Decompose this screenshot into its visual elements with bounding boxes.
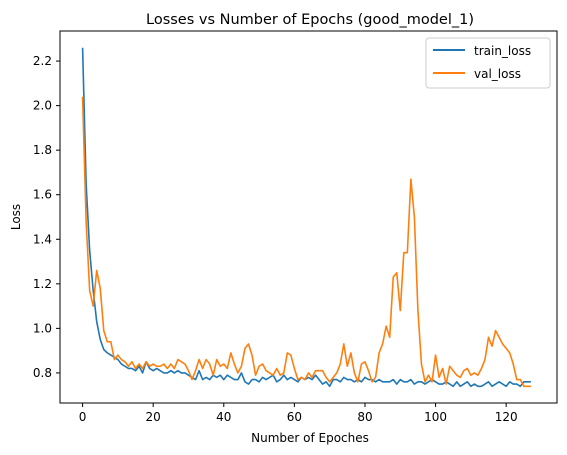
x-tick-label: 80 [357, 410, 372, 424]
legend-label-train-loss: train_loss [474, 44, 531, 58]
axes-frame [59, 30, 558, 404]
y-tick-label: 2.2 [33, 54, 52, 68]
y-tick-label: 1.2 [33, 277, 52, 291]
series-lines [81, 47, 531, 388]
x-tick-label: 40 [216, 410, 231, 424]
x-tick-label: 60 [287, 410, 302, 424]
chart-title: Losses vs Number of Epochs (good_model_1… [146, 12, 474, 28]
x-axis-label: Number of Epoches [251, 431, 369, 445]
y-axis-ticks: 0.8 1.0 1.2 1.4 1.6 1.8 2.0 2.2 [33, 54, 60, 380]
series-line-train-loss [81, 47, 531, 388]
y-tick-label: 0.8 [33, 366, 52, 380]
plot-area: 0 20 40 60 80 100 120 0.8 1.0 1.2 1.4 1.6 1.8 2.0 2.2 [33, 30, 558, 424]
x-tick-label: 0 [79, 410, 87, 424]
y-tick-label: 1.8 [33, 143, 52, 157]
y-tick-label: 1.4 [33, 232, 52, 246]
x-tick-label: 100 [424, 410, 447, 424]
y-tick-label: 2.0 [33, 99, 52, 113]
y-tick-label: 1.0 [33, 321, 52, 335]
x-tick-label: 20 [146, 410, 161, 424]
y-axis-label: Loss [9, 204, 23, 230]
legend: train_loss val_loss [425, 37, 551, 89]
x-axis-ticks: 0 20 40 60 80 100 120 [79, 403, 518, 424]
y-tick-label: 1.6 [33, 188, 52, 202]
series-line-val-loss [81, 96, 531, 388]
legend-label-val-loss: val_loss [474, 67, 521, 81]
x-tick-label: 120 [495, 410, 518, 424]
